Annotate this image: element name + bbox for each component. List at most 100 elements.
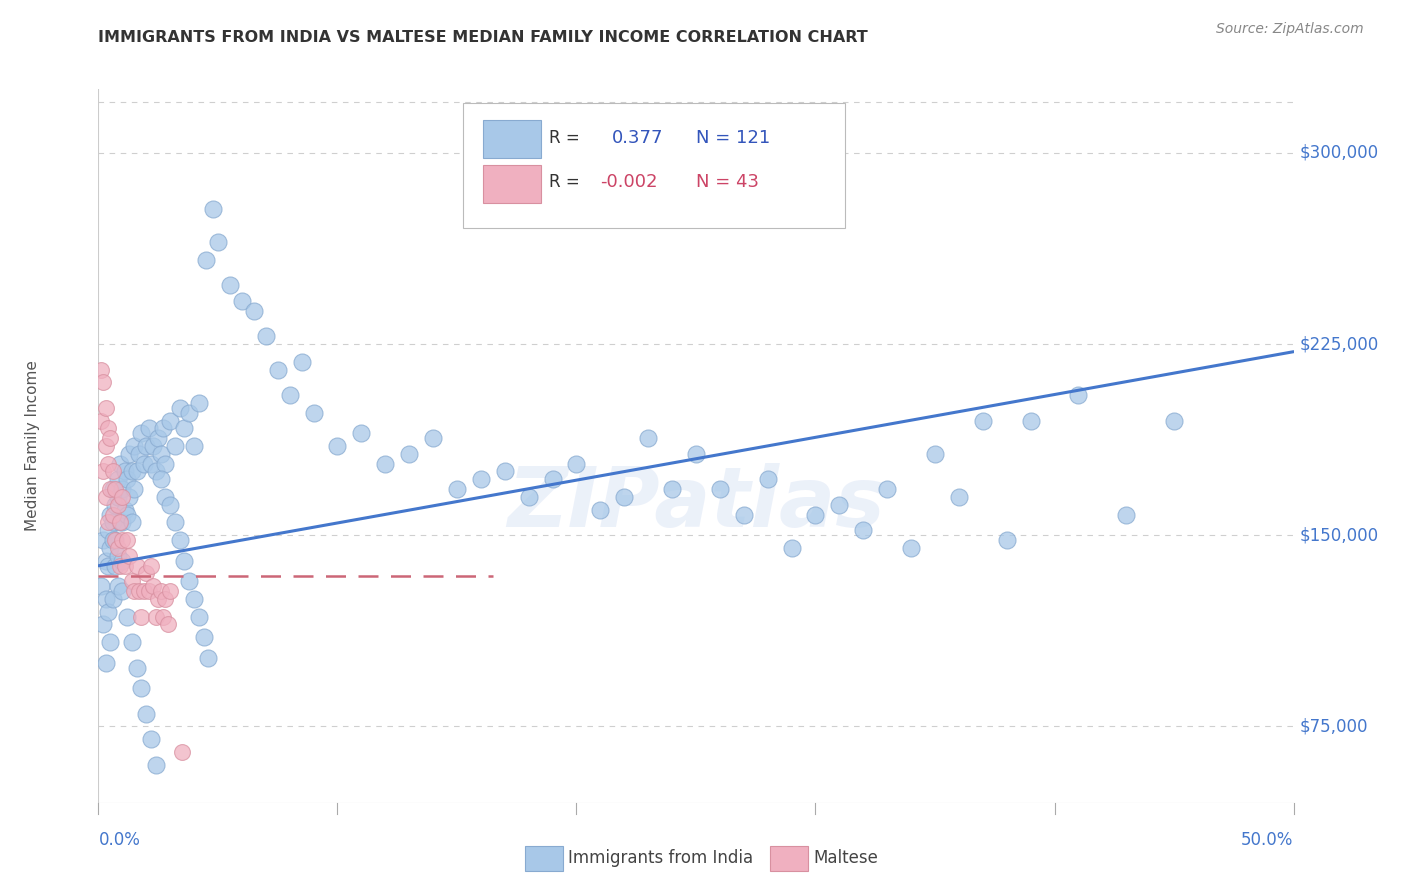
- Point: [97, 457, 120, 471]
- Point: [446, 483, 468, 497]
- Point: [107, 472, 129, 486]
- Point: [139, 558, 162, 573]
- FancyBboxPatch shape: [463, 103, 845, 228]
- Text: 0.0%: 0.0%: [98, 831, 141, 849]
- Point: [108, 558, 131, 573]
- Point: [470, 472, 492, 486]
- Point: [108, 457, 131, 471]
- Point: [756, 472, 779, 486]
- Text: IMMIGRANTS FROM INDIA VS MALTESE MEDIAN FAMILY INCOME CORRELATION CHART: IMMIGRANTS FROM INDIA VS MALTESE MEDIAN …: [98, 29, 868, 45]
- Point: [159, 498, 181, 512]
- Point: [107, 579, 129, 593]
- Point: [101, 591, 124, 606]
- Point: [159, 584, 181, 599]
- Point: [101, 465, 124, 479]
- Point: [114, 558, 136, 573]
- Point: [159, 413, 181, 427]
- Point: [131, 681, 153, 695]
- Point: [97, 558, 120, 573]
- Point: [155, 457, 177, 471]
- Point: [124, 483, 146, 497]
- Point: [90, 579, 112, 593]
- Point: [91, 376, 114, 390]
- Point: [97, 421, 120, 435]
- Text: ZIPatlas: ZIPatlas: [508, 463, 884, 543]
- Point: [128, 447, 150, 461]
- Point: [148, 591, 170, 606]
- Point: [398, 447, 420, 461]
- Text: Source: ZipAtlas.com: Source: ZipAtlas.com: [1216, 21, 1364, 36]
- Point: [98, 635, 122, 649]
- Point: [94, 554, 117, 568]
- Text: $300,000: $300,000: [1299, 144, 1379, 162]
- Point: [267, 362, 290, 376]
- Point: [243, 304, 266, 318]
- Point: [107, 490, 129, 504]
- Point: [145, 609, 167, 624]
- Point: [149, 447, 172, 461]
- Point: [125, 465, 148, 479]
- Text: -0.002: -0.002: [600, 173, 658, 191]
- Point: [1067, 388, 1090, 402]
- Point: [156, 617, 179, 632]
- Point: [155, 490, 177, 504]
- Point: [139, 732, 162, 747]
- Point: [121, 516, 143, 530]
- Point: [90, 362, 112, 376]
- Point: [142, 439, 165, 453]
- Point: [97, 523, 120, 537]
- Point: [108, 516, 131, 530]
- Point: [101, 508, 124, 522]
- Point: [169, 533, 191, 548]
- FancyBboxPatch shape: [484, 120, 540, 159]
- Point: [197, 650, 219, 665]
- Point: [124, 439, 146, 453]
- Point: [94, 401, 117, 415]
- Point: [1163, 413, 1185, 427]
- Point: [145, 465, 167, 479]
- Point: [101, 483, 124, 497]
- Point: [163, 439, 186, 453]
- Text: $150,000: $150,000: [1299, 526, 1379, 544]
- Point: [118, 447, 141, 461]
- Point: [172, 745, 194, 759]
- Point: [924, 447, 946, 461]
- Point: [142, 579, 165, 593]
- Point: [828, 498, 851, 512]
- Point: [111, 516, 134, 530]
- Point: [193, 630, 215, 644]
- Point: [876, 483, 898, 497]
- Point: [948, 490, 970, 504]
- Point: [125, 661, 148, 675]
- Point: [1019, 413, 1042, 427]
- Point: [115, 609, 138, 624]
- Text: N = 43: N = 43: [696, 173, 759, 191]
- Point: [132, 457, 155, 471]
- Point: [733, 508, 755, 522]
- Point: [517, 490, 540, 504]
- Point: [135, 566, 157, 581]
- FancyBboxPatch shape: [484, 165, 540, 202]
- Point: [173, 554, 195, 568]
- Point: [115, 508, 138, 522]
- Point: [98, 483, 122, 497]
- Point: [107, 498, 129, 512]
- Point: [115, 472, 138, 486]
- Text: 50.0%: 50.0%: [1241, 831, 1294, 849]
- Point: [104, 498, 127, 512]
- Point: [179, 574, 201, 588]
- Point: [104, 533, 127, 548]
- Point: [107, 541, 129, 555]
- Point: [231, 293, 253, 308]
- Point: [94, 591, 117, 606]
- Point: [94, 490, 117, 504]
- Point: [98, 541, 122, 555]
- Point: [145, 757, 167, 772]
- Point: [98, 431, 122, 445]
- Point: [661, 483, 683, 497]
- Point: [709, 483, 731, 497]
- Point: [91, 617, 114, 632]
- Point: [155, 591, 177, 606]
- Text: Maltese: Maltese: [813, 849, 877, 867]
- Point: [152, 421, 174, 435]
